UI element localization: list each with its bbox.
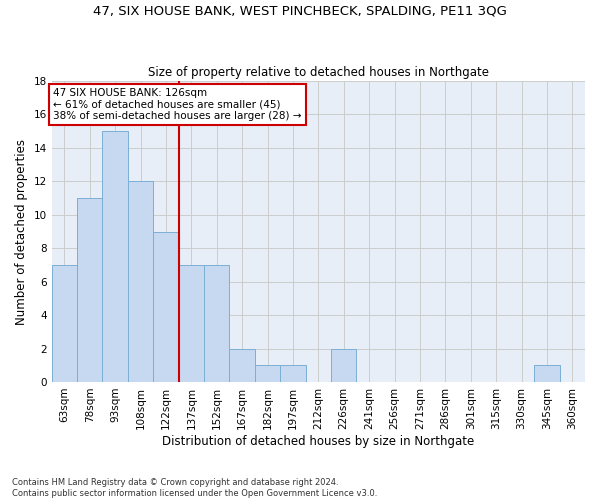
Y-axis label: Number of detached properties: Number of detached properties — [15, 138, 28, 324]
Bar — [229, 348, 255, 382]
Text: 47 SIX HOUSE BANK: 126sqm
← 61% of detached houses are smaller (45)
38% of semi-: 47 SIX HOUSE BANK: 126sqm ← 61% of detac… — [53, 88, 301, 121]
Bar — [153, 232, 179, 382]
Bar — [204, 265, 229, 382]
Bar — [255, 365, 280, 382]
Text: 47, SIX HOUSE BANK, WEST PINCHBECK, SPALDING, PE11 3QG: 47, SIX HOUSE BANK, WEST PINCHBECK, SPAL… — [93, 5, 507, 18]
Text: Contains HM Land Registry data © Crown copyright and database right 2024.
Contai: Contains HM Land Registry data © Crown c… — [12, 478, 377, 498]
Bar — [77, 198, 103, 382]
Bar — [52, 265, 77, 382]
Bar — [179, 265, 204, 382]
Bar — [534, 365, 560, 382]
Bar — [331, 348, 356, 382]
Bar — [128, 182, 153, 382]
X-axis label: Distribution of detached houses by size in Northgate: Distribution of detached houses by size … — [162, 434, 475, 448]
Title: Size of property relative to detached houses in Northgate: Size of property relative to detached ho… — [148, 66, 489, 78]
Bar — [280, 365, 305, 382]
Bar — [103, 131, 128, 382]
